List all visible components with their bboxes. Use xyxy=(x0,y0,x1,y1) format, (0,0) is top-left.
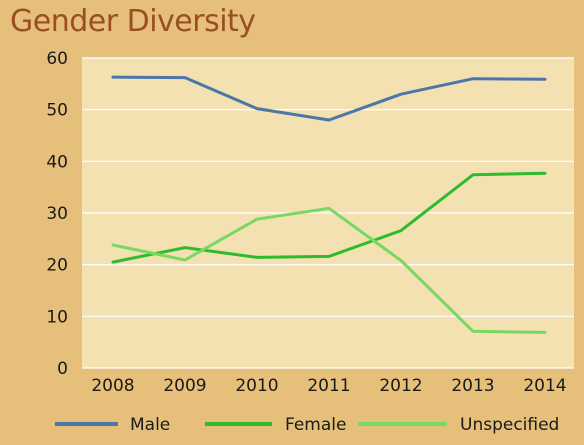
series-lines xyxy=(111,75,547,334)
legend-label-female: Female xyxy=(285,415,346,435)
y-tick-label: 30 xyxy=(46,204,68,224)
y-tick-label: 20 xyxy=(46,256,68,276)
legend-label-unspecified: Unspecified xyxy=(460,415,559,435)
y-tick-label: 0 xyxy=(57,359,68,379)
grid-lines xyxy=(82,57,574,369)
x-tick-label: 2013 xyxy=(451,376,494,396)
series-line-male xyxy=(111,75,547,122)
y-tick-label: 50 xyxy=(46,101,68,121)
x-tick-label: 2011 xyxy=(307,376,350,396)
x-tick-label: 2009 xyxy=(163,376,206,396)
x-axis-ticks: 2008 2009 2010 2011 2012 2013 2014 xyxy=(91,376,566,396)
legend-label-male: Male xyxy=(130,415,170,435)
y-axis-ticks: 0 10 20 30 40 50 60 xyxy=(46,49,68,379)
y-tick-label: 10 xyxy=(46,307,68,327)
x-tick-label: 2014 xyxy=(523,376,566,396)
legend: Male Female Unspecified xyxy=(55,415,559,435)
series-line-female xyxy=(111,171,547,264)
y-tick-label: 40 xyxy=(46,152,68,172)
y-tick-label: 60 xyxy=(46,49,68,69)
chart-title: Gender Diversity xyxy=(10,4,256,39)
x-tick-label: 2012 xyxy=(379,376,422,396)
series-line-unspecified xyxy=(111,206,547,334)
x-tick-label: 2008 xyxy=(91,376,134,396)
x-tick-label: 2010 xyxy=(235,376,278,396)
